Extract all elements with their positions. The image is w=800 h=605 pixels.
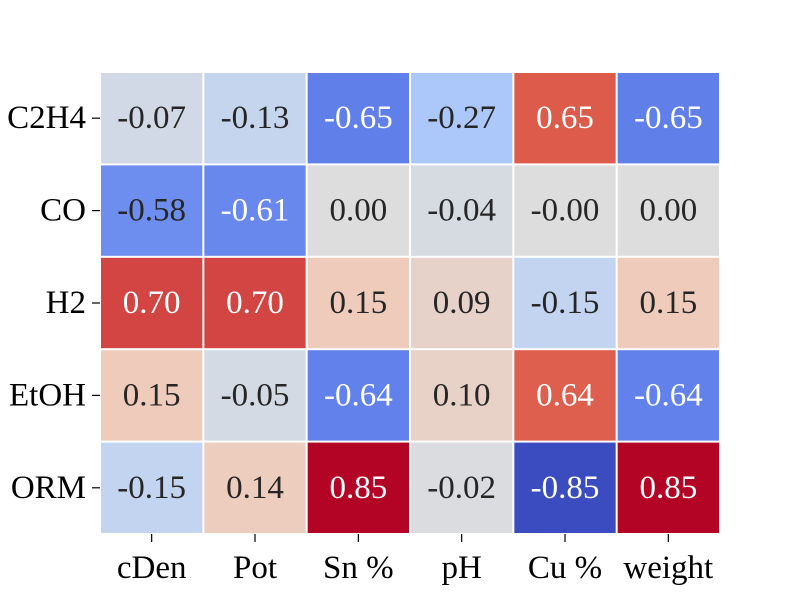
heatmap-cell (101, 73, 203, 164)
cell-value-label: 0.65 (536, 100, 594, 136)
heatmap-cell (514, 73, 616, 164)
cell-value-label: -0.15 (531, 285, 600, 321)
x-tick-label: Pot (233, 550, 277, 586)
heatmap-cell (411, 442, 513, 533)
heatmap-cell (307, 442, 409, 533)
heatmap-cell (411, 73, 513, 164)
heatmap-cell (617, 350, 719, 441)
heatmap-cell (514, 165, 616, 256)
cell-value-label: 0.09 (433, 285, 491, 321)
heatmap-cell (514, 257, 616, 349)
cell-value-label: -0.64 (634, 377, 703, 413)
cell-value-label: -0.05 (221, 377, 290, 413)
cell-value-label: 0.64 (536, 377, 594, 413)
cell-value-label: -0.27 (427, 100, 496, 136)
heatmap-cell (307, 165, 409, 256)
cell-value-label: 0.15 (123, 377, 181, 413)
heatmap-cell (617, 257, 719, 349)
heatmap-cell (204, 73, 306, 164)
heatmap-cell (204, 442, 306, 533)
cell-value-label: -0.07 (117, 100, 186, 136)
cell-value-label: 0.70 (123, 285, 181, 321)
cell-value-label: -0.65 (324, 100, 393, 136)
cell-value-label: 0.70 (226, 285, 284, 321)
cell-value-label: 0.14 (226, 470, 284, 506)
heatmap-cell (204, 350, 306, 441)
x-tick-label: Sn % (323, 550, 394, 586)
y-tick-label: ORM (11, 470, 86, 506)
cell-value-label: -0.85 (531, 470, 600, 506)
cell-value-label: 0.00 (639, 193, 697, 229)
heatmap-cell (101, 165, 203, 256)
heatmap-cell (411, 165, 513, 256)
cell-value-label: 0.15 (639, 285, 697, 321)
cell-value-label: 0.85 (329, 470, 387, 506)
x-tick-label: cDen (117, 550, 187, 586)
heatmap-cell (617, 442, 719, 533)
cell-value-label: -0.13 (221, 100, 290, 136)
cell-value-label: -0.65 (634, 100, 703, 136)
y-axis: C2H4 CO H2 EtOH ORM (7, 100, 100, 506)
cell-value-label: -0.64 (324, 377, 393, 413)
heatmap-cell (204, 165, 306, 256)
x-axis: cDen Pot Sn % pH Cu % weight (117, 534, 713, 586)
heatmap-cell (617, 73, 719, 164)
y-tick-label: C2H4 (7, 100, 86, 136)
cell-value-label: -0.15 (117, 470, 186, 506)
cell-value-label: -0.58 (117, 193, 186, 229)
cell-value-label: 0.15 (329, 285, 387, 321)
heatmap-cell (514, 442, 616, 533)
cell-value-label: -0.61 (221, 193, 290, 229)
y-tick-label: EtOH (9, 377, 86, 413)
heatmap-cell (101, 257, 203, 349)
heatmap-cell (307, 257, 409, 349)
cells-layer (101, 73, 719, 533)
cell-value-label: 0.85 (639, 470, 697, 506)
heatmap-cell (411, 257, 513, 349)
heatmap-cell (411, 350, 513, 441)
x-tick-label: Cu % (528, 550, 602, 586)
heatmap-cell (101, 350, 203, 441)
x-tick-label: weight (623, 550, 713, 586)
heatmap-cell (204, 257, 306, 349)
y-tick-label: CO (40, 193, 86, 229)
x-tick-label: pH (441, 550, 481, 586)
cell-value-label: 0.00 (329, 193, 387, 229)
cell-value-label: -0.00 (531, 193, 600, 229)
heatmap-cell (514, 350, 616, 441)
y-tick-label: H2 (46, 285, 86, 321)
heatmap-cell (307, 73, 409, 164)
cell-value-label: 0.10 (433, 377, 491, 413)
cell-value-label: -0.02 (427, 470, 496, 506)
heatmap-cell (101, 442, 203, 533)
heatmap-cell (307, 350, 409, 441)
heatmap-cell (617, 165, 719, 256)
cell-value-label: -0.04 (427, 193, 496, 229)
value-labels-layer: -0.07 -0.13 -0.65 -0.27 0.65 -0.65 -0.58 -0.61 0… (117, 100, 702, 506)
